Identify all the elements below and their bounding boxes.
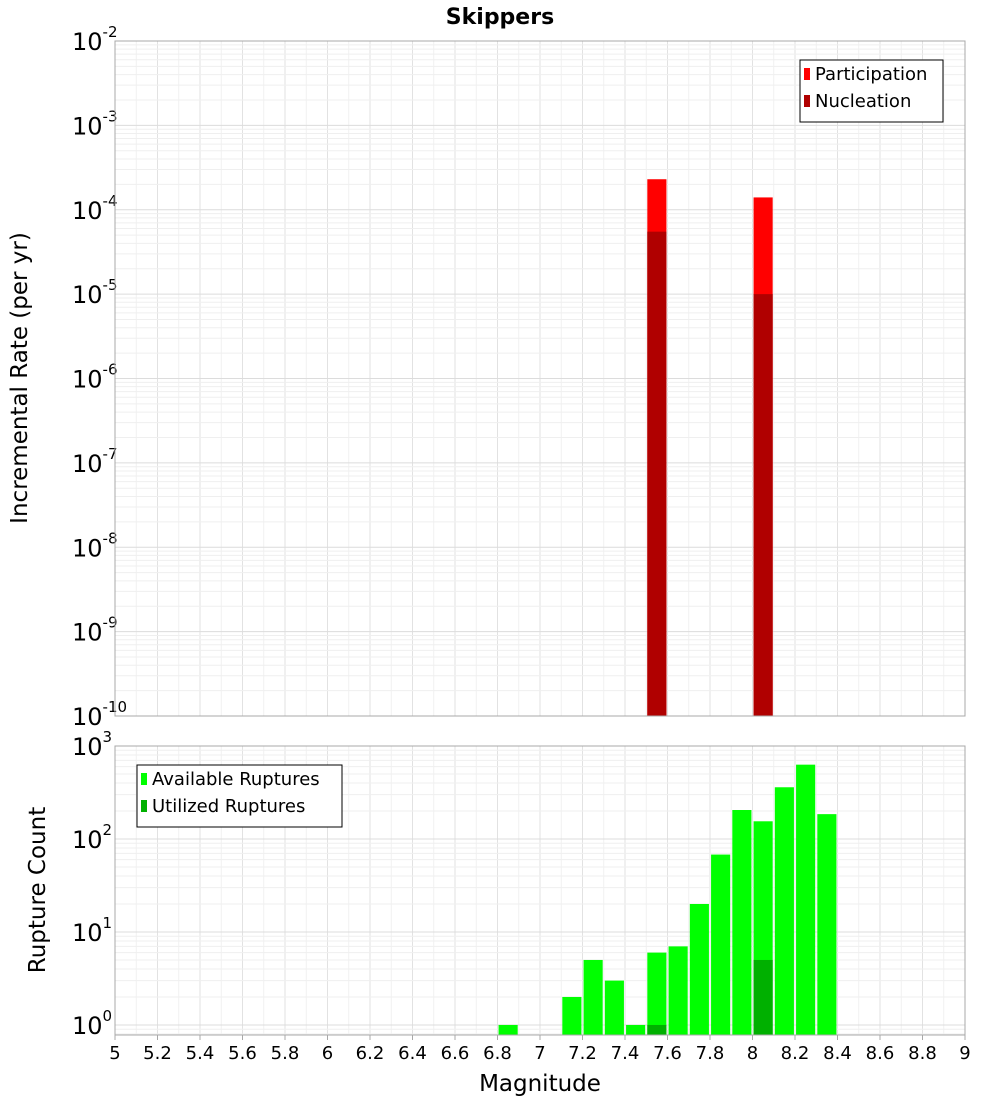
x-tick-label: 5.4 [186,1043,215,1064]
bar [604,980,624,1035]
legend: Available Ruptures Utilized Ruptures [136,764,343,828]
x-tick-label: 8.6 [866,1043,895,1064]
y-tick-label: 100 [72,1007,112,1040]
y-tick-label: 10-7 [72,445,118,478]
bar [583,959,603,1035]
x-tick-label: 6.4 [398,1043,427,1064]
bar [647,952,667,1035]
legend: Participation Nucleation [799,59,944,123]
bar [774,787,794,1035]
x-tick-label: 6.6 [441,1043,470,1064]
bar [817,814,837,1035]
y-tick-label: 10-9 [72,614,118,647]
bar [796,764,816,1035]
x-tick-label: 5.8 [271,1043,300,1064]
legend-box [799,59,944,123]
legend-swatch [804,68,810,80]
bar [689,903,709,1035]
x-tick-label: 9 [959,1043,970,1064]
x-tick-label: 6.8 [483,1043,512,1064]
legend-entry: Available Ruptures [152,769,320,790]
x-tick-label: 7.4 [611,1043,640,1064]
y-tick-label: 10-2 [72,23,118,56]
bar [668,946,688,1035]
legend-entry: Participation [815,64,927,85]
x-tick-label: 5 [109,1043,120,1064]
top-panel: 10-10 10-9 10-8 10-7 10-6 10-5 10-4 10-3 10-2 Par… [72,23,966,731]
x-tick-label: 7.8 [696,1043,725,1064]
legend-swatch [804,95,810,107]
bar [753,959,773,1035]
y-tick-label: 10-8 [72,529,118,562]
bar [647,1024,667,1035]
x-tick-label: 5.6 [228,1043,257,1064]
bottom-panel: 100 101 102 103 Available Ruptures Utilized R… [72,728,971,1064]
x-tick-label: 8.8 [908,1043,937,1064]
legend-box [136,764,343,828]
x-tick-label: 6.2 [356,1043,385,1064]
y-tick-label: 10-5 [72,276,118,309]
y-tick-label: 103 [72,728,112,761]
bar [711,854,731,1035]
bar [626,1024,646,1035]
bottom-y-axis-label: Rupture Count [25,807,51,973]
chart-title: Skippers [446,5,554,30]
bar [498,1024,518,1035]
x-tick-label: 8.2 [781,1043,810,1064]
x-tick-label: 8 [747,1043,758,1064]
y-tick-label: 102 [72,821,112,854]
top-y-axis-label: Incremental Rate (per yr) [7,232,33,524]
bar [562,996,582,1035]
y-tick-label: 101 [72,914,112,947]
bar [732,809,752,1035]
x-tick-label: 8.4 [823,1043,852,1064]
legend-swatch [141,800,147,812]
y-tick-label: 10-3 [72,107,118,140]
bar [753,294,773,716]
x-tick-label: 6 [322,1043,333,1064]
legend-entry: Nucleation [815,91,911,112]
y-tick-label: 10-6 [72,361,118,394]
legend-entry: Utilized Ruptures [152,796,305,817]
y-tick-label: 10-10 [72,698,127,731]
x-tick-label: 7.2 [568,1043,597,1064]
bar [647,231,667,716]
y-tick-label: 10-4 [72,192,118,225]
x-tick-label: 7.6 [653,1043,682,1064]
x-tick-label: 7 [534,1043,545,1064]
legend-swatch [141,773,147,785]
x-tick-label: 5.2 [143,1043,172,1064]
plot-frame [114,40,966,717]
x-axis-label: Magnitude [479,1071,601,1097]
